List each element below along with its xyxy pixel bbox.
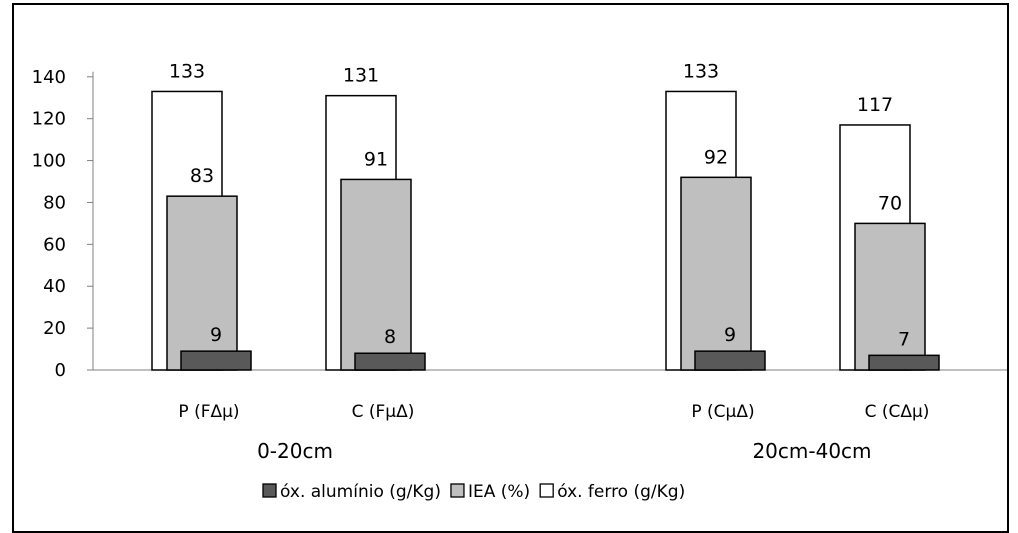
y-tick-label: 100 [32,151,66,172]
bar-x-alum-nio-g-kg-2 [354,352,426,371]
legend-swatch-iea [450,483,465,498]
y-tick-label: 0 [55,360,66,381]
data-label: 117 [857,94,893,116]
data-label: 92 [704,146,728,168]
x-tick-label: C (CΔμ) [865,402,930,422]
data-label: 83 [190,165,214,187]
data-label: 70 [878,192,902,214]
legend-swatch-x-alum-nio-g-kg [262,483,277,498]
y-tick-label: 20 [43,318,66,339]
y-tick-label: 80 [43,192,66,213]
x-tick-label: C (FμΔ) [352,402,415,422]
data-label: 131 [343,65,379,87]
y-tick-label: 120 [32,109,66,130]
bar-iea-3 [680,176,752,371]
data-label: 9 [724,324,736,346]
bar-x-alum-nio-g-kg-3 [694,350,766,371]
legend-label: óx. ferro (g/Kg) [557,482,685,502]
x-tick-label: P (CμΔ) [691,402,754,422]
group-label: 0-20cm [257,439,333,463]
y-tick-label: 60 [43,234,66,255]
group-label: 20cm-40cm [752,439,871,463]
data-label: 133 [683,60,719,82]
data-label: 91 [364,148,388,170]
legend-swatch-x-ferro-g-kg [539,483,554,498]
data-label: 9 [210,324,222,346]
legend-label: IEA (%) [468,482,530,502]
bar-iea-4 [854,222,926,371]
bar-iea-2 [340,178,412,371]
bar-iea-1 [166,195,238,371]
bar-x-alum-nio-g-kg-4 [868,354,940,371]
legend-label: óx. alumínio (g/Kg) [280,482,441,502]
y-tick-label: 140 [32,67,66,88]
x-tick-label: P (FΔμ) [178,402,239,422]
data-label: 7 [898,328,910,350]
data-label: 8 [384,326,396,348]
data-label: 133 [169,60,205,82]
y-tick-label: 40 [43,276,66,297]
bar-x-alum-nio-g-kg-1 [180,350,252,371]
bar-chart: 0 20 40 60 80 100 120 140 133 131 133 117 83 91 92 70 9… [32,60,1007,502]
